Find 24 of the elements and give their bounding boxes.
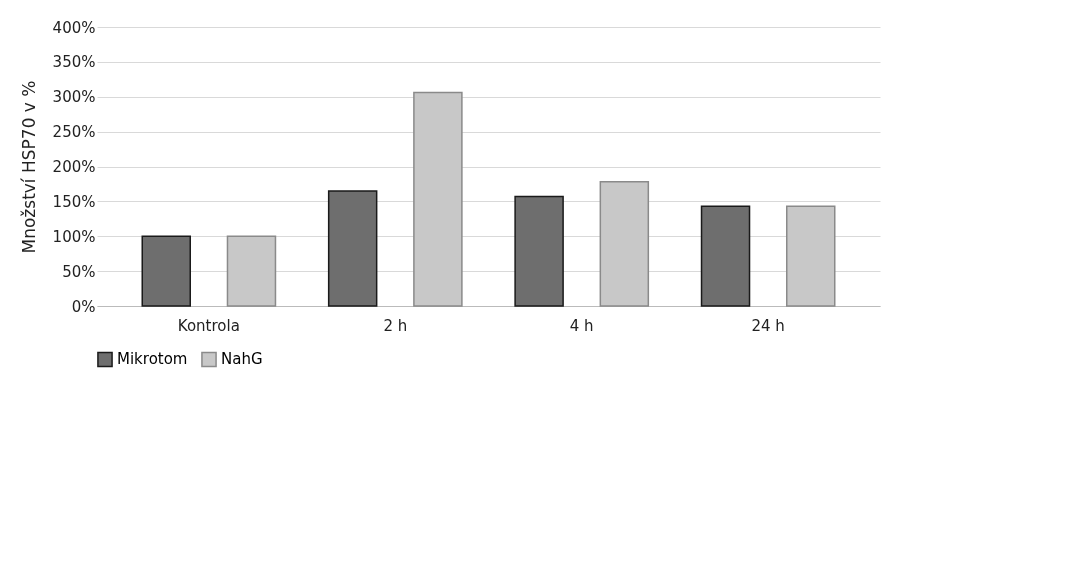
bar [226, 235, 277, 307]
y-tick-label: 300% [52, 88, 96, 107]
x-tick-label: 2 h [383, 316, 408, 335]
y-tick-label: 150% [52, 192, 96, 211]
bar [327, 190, 378, 307]
y-tick-label: 100% [52, 227, 96, 246]
bar [786, 205, 836, 307]
bar [599, 181, 650, 307]
bar [700, 205, 751, 307]
x-tick-label: 24 h [751, 316, 785, 335]
bar [141, 235, 191, 307]
legend-label: NahG [221, 350, 263, 369]
bar [413, 91, 463, 307]
y-tick-label: 350% [52, 53, 96, 72]
x-tick-label: Kontrola [177, 316, 240, 335]
y-tick-label: 400% [52, 18, 96, 37]
legend-label: Mikrotom [117, 350, 188, 369]
y-tick-label: 0% [71, 297, 96, 316]
bar [514, 195, 564, 307]
x-tick-label: 4 h [569, 316, 594, 335]
y-tick-label: 250% [52, 123, 96, 142]
y-tick-label: 50% [62, 262, 96, 281]
y-tick-label: 200% [52, 158, 96, 176]
y-axis-title: Množství HSP70 v % [18, 80, 39, 254]
